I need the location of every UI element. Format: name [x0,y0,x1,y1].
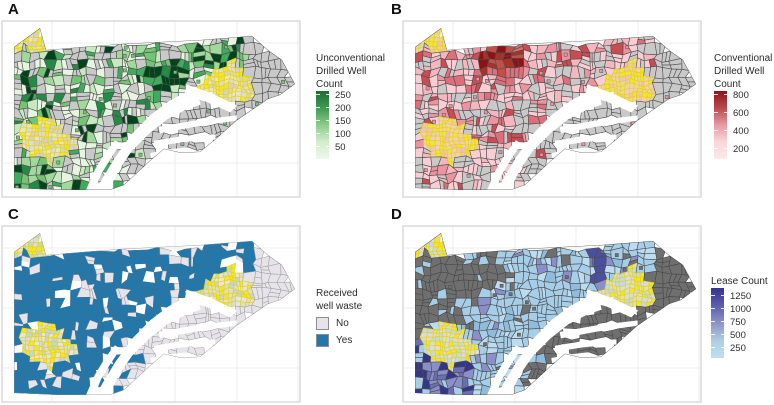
legend-title-line: Lease Count [711,276,768,287]
legend-item-label: No [336,318,349,329]
legend-title-line: well waste [316,301,363,312]
colorbar-tick: 100 [335,129,351,140]
colorbar-tick: 50 [335,142,346,153]
colorbar-red [714,91,727,159]
legend-well-waste: Received well waste No Yes [316,287,394,347]
legend-conventional: Conventional Drilled Well Count 800 600 … [714,52,774,159]
colorbar-green [316,91,329,159]
colorbar-tick: 1250 [730,291,752,302]
colorbar-tick: 1000 [730,304,752,315]
legend-title-line: Drilled Well [316,66,367,77]
legend-title-line: Conventional [714,53,773,64]
panel-label-b: B [391,1,402,18]
legend-lease-count: Lease Count 1250 1000 750 500 250 [711,275,774,358]
legend-title-line: Drilled Well [714,66,765,77]
colorbar-tick: 400 [733,126,749,137]
legend-unconventional-title: Unconventional Drilled Well Count [316,52,394,91]
legend-title-line: Count [714,79,741,90]
legend-lease-count-title: Lease Count [711,275,774,288]
legend-title-line: Count [316,79,343,90]
colorbar-tick: 800 [733,90,749,101]
panel-label-a: A [8,1,19,18]
colorbar-tick: 250 [335,90,351,101]
panel-label-c: C [8,206,19,223]
colorbar-tick: 200 [335,103,351,114]
legend-unconventional: Unconventional Drilled Well Count 250 20… [316,52,394,159]
colorbar-tick: 500 [730,330,746,341]
panel-label-d: D [391,206,402,223]
colorbar-purple [711,288,724,358]
legend-item-no: No [316,317,394,330]
colorbar-tick: 600 [733,108,749,119]
legend-conventional-title: Conventional Drilled Well Count [714,52,774,91]
legend-title-line: Unconventional [316,53,385,64]
legend-item-yes: Yes [316,334,394,347]
colorbar-tick: 200 [733,144,749,155]
colorbar-tick: 250 [730,343,746,354]
legend-well-waste-title: Received well waste [316,287,394,313]
swatch-no [316,317,329,330]
colorbar-tick: 750 [730,317,746,328]
swatch-yes [316,334,329,347]
legend-item-label: Yes [336,335,353,346]
colorbar-tick: 150 [335,116,351,127]
legend-title-line: Received [316,288,358,299]
